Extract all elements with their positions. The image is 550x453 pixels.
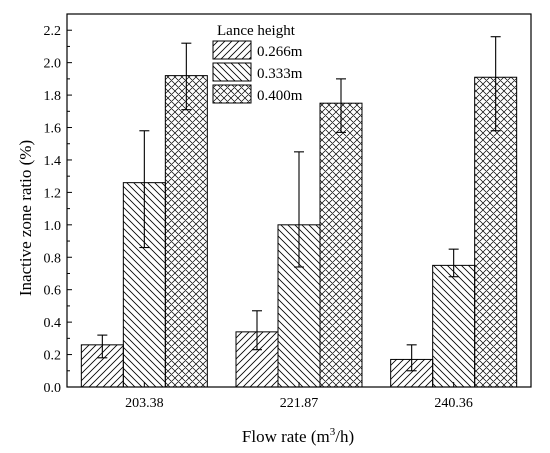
legend-label: 0.400m xyxy=(257,88,303,104)
legend-swatch xyxy=(212,40,252,60)
ticks-layer: 0.0 0.2 0.4 0.6 0.8 1.0 1.2 1.4 1.6 1.8 2.0 2.2 203.… xyxy=(44,24,473,411)
y-tick-label: 1.4 xyxy=(44,154,62,169)
bar xyxy=(164,75,208,388)
legend-item: 0.400m xyxy=(212,84,303,104)
error-bars-layer xyxy=(97,36,501,372)
error-bar xyxy=(181,42,192,111)
y-tick-label: 0.0 xyxy=(44,381,62,396)
x-axis-label-main: Flow rate (m xyxy=(242,427,330,446)
error-bar xyxy=(406,344,417,372)
legend-item: 0.266m xyxy=(212,40,303,60)
bar xyxy=(432,264,476,388)
x-axis-label: Flow rate (m3/h) xyxy=(242,426,354,446)
error-bar xyxy=(448,248,459,278)
x-tick-label: 240.36 xyxy=(434,396,473,411)
legend-item: 0.333m xyxy=(212,62,303,82)
x-axis-label-superscript: 3 xyxy=(330,426,336,438)
x-tick-label: 221.87 xyxy=(280,396,319,411)
y-tick-label: 1.8 xyxy=(44,89,62,104)
y-tick-label: 2.2 xyxy=(44,24,62,39)
x-axis-label-end: /h) xyxy=(335,427,354,446)
y-axis-label: Inactive zone ratio (%) xyxy=(16,140,35,296)
y-tick-label: 1.2 xyxy=(44,186,62,201)
legend: Lance height 0.266m 0.333m 0.400m xyxy=(212,23,303,104)
y-tick-label: 0.2 xyxy=(44,349,62,364)
y-tick-label: 0.6 xyxy=(44,284,62,299)
y-tick-label: 1.6 xyxy=(44,122,62,137)
error-bar xyxy=(336,78,346,133)
error-bar xyxy=(139,130,150,249)
y-tick-label: 0.8 xyxy=(44,251,62,266)
legend-swatch xyxy=(212,84,252,104)
bar xyxy=(319,102,363,388)
legend-title: Lance height xyxy=(217,23,296,39)
y-tick-label: 1.0 xyxy=(44,219,62,234)
legend-swatch xyxy=(212,62,252,82)
error-bar xyxy=(97,334,108,359)
legend-label: 0.266m xyxy=(257,44,303,60)
legend-label: 0.333m xyxy=(257,66,303,82)
error-bar xyxy=(252,310,262,351)
y-tick-label: 2.0 xyxy=(44,57,62,72)
x-tick-label: 203.38 xyxy=(125,396,164,411)
y-tick-label: 0.4 xyxy=(44,316,62,331)
error-bar xyxy=(490,36,501,132)
error-bar xyxy=(294,151,304,268)
